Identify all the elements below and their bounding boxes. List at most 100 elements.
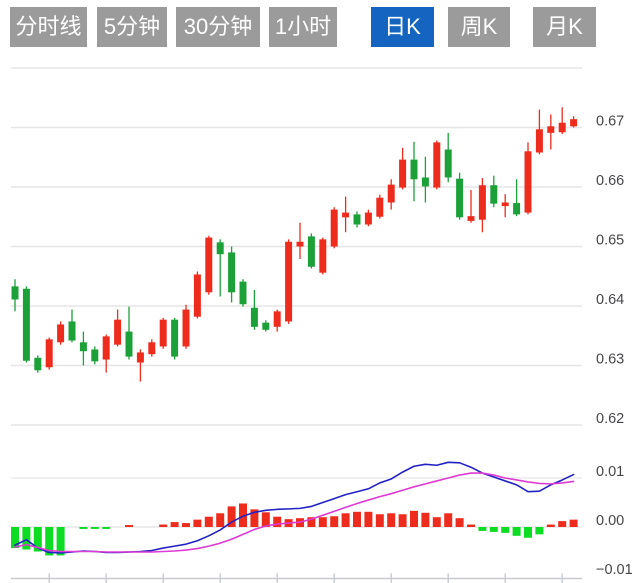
candle-body — [11, 286, 19, 300]
macd-bar — [535, 527, 544, 535]
candle-body — [570, 119, 578, 127]
macd-bar — [33, 527, 42, 552]
macd-bar — [125, 525, 133, 527]
tab-monthly-k[interactable]: 月K — [533, 7, 596, 47]
candle-body — [387, 184, 395, 203]
tab-time-line[interactable]: 分时线 — [10, 7, 87, 47]
candle-body — [490, 185, 498, 204]
candle-body — [45, 339, 53, 368]
macd-axis-label: 0.00 — [596, 513, 624, 529]
macd-axis-label: −0.01 — [596, 562, 633, 578]
candle-body — [307, 236, 315, 267]
macd-bar — [512, 527, 521, 536]
macd-bar — [45, 527, 54, 556]
candle-body — [296, 241, 304, 247]
candle-body — [285, 241, 293, 322]
macd-bar — [341, 513, 350, 527]
macd-bar — [375, 514, 384, 527]
candle-body — [456, 178, 464, 218]
candle-body — [22, 288, 30, 361]
price-axis-label: 0.63 — [596, 352, 624, 368]
macd-bar — [467, 524, 475, 527]
candle-body — [171, 319, 179, 357]
macd-bar — [11, 527, 19, 549]
candle-body — [376, 197, 384, 217]
macd-bar — [364, 511, 373, 527]
macd-bar — [307, 517, 316, 527]
candle-body — [535, 129, 543, 153]
macd-bar — [159, 524, 168, 527]
macd-bar — [170, 522, 179, 527]
candle-body — [353, 214, 361, 225]
tab-weekly-k[interactable]: 周K — [448, 7, 510, 47]
macd-bar — [478, 527, 487, 531]
macd-bar — [182, 523, 190, 527]
candle-body — [421, 177, 429, 187]
candle-body — [228, 252, 236, 293]
candle-body — [501, 202, 509, 207]
candle-body — [79, 342, 87, 352]
candle-body — [364, 212, 372, 225]
candle-body — [159, 319, 167, 347]
macd-axis-label: 0.01 — [596, 464, 624, 480]
candle-body — [239, 281, 247, 305]
macd-bar — [353, 511, 361, 527]
candle-body — [57, 324, 65, 343]
candle-body — [193, 274, 201, 317]
candle-body — [330, 209, 338, 247]
price-axis-label: 0.67 — [596, 114, 624, 130]
macd-bar — [489, 527, 498, 532]
candle-body — [467, 216, 475, 221]
candle-body — [205, 237, 213, 293]
candle-body — [478, 185, 486, 220]
candle-body — [91, 349, 99, 362]
candle-body — [114, 319, 122, 345]
macd-bar — [204, 516, 213, 527]
candle-body — [410, 159, 418, 180]
candle-body — [444, 149, 452, 178]
candle-body — [513, 203, 521, 215]
macd-bar — [56, 527, 65, 556]
macd-bar — [227, 506, 236, 527]
candle-body — [399, 159, 407, 188]
macd-bar — [410, 510, 418, 527]
candle-body — [148, 342, 156, 355]
price-axis-label: 0.65 — [596, 233, 624, 249]
timeframe-tabbar: 分时线 5分钟 30分钟 1小时 日K 周K 月K — [0, 0, 636, 54]
candle-body — [262, 322, 270, 330]
candle-body — [273, 311, 281, 327]
macd-bar — [387, 513, 396, 527]
tab-1hour[interactable]: 1小时 — [269, 7, 337, 47]
macd-bar — [216, 513, 225, 527]
macd-bar — [90, 527, 99, 529]
macd-bar — [569, 519, 578, 527]
macd-bar — [239, 503, 247, 527]
macd-bar — [455, 518, 464, 527]
macd-bar — [22, 527, 31, 550]
candle-body — [125, 331, 133, 357]
macd-bar — [398, 514, 407, 527]
candle-body — [102, 336, 110, 360]
tab-30min[interactable]: 30分钟 — [176, 7, 260, 47]
macd-bar — [193, 519, 202, 527]
candle-body — [216, 242, 224, 255]
macd-bar — [79, 527, 88, 529]
macd-bar — [501, 527, 510, 533]
tab-5min[interactable]: 5分钟 — [97, 7, 167, 47]
price-axis-label: 0.66 — [596, 173, 624, 189]
macd-bar — [102, 527, 111, 529]
dea-line — [14, 472, 575, 553]
candle-body — [524, 151, 532, 213]
macd-bar — [432, 517, 441, 527]
macd-bar — [261, 512, 270, 527]
candle-body — [433, 142, 441, 188]
macd-bar — [250, 509, 259, 527]
macd-bar — [546, 524, 555, 527]
dif-line — [14, 461, 575, 554]
candle-body — [34, 357, 42, 371]
macd-bar — [330, 516, 339, 527]
tab-daily-k[interactable]: 日K — [371, 7, 434, 47]
candle-body — [547, 126, 555, 133]
